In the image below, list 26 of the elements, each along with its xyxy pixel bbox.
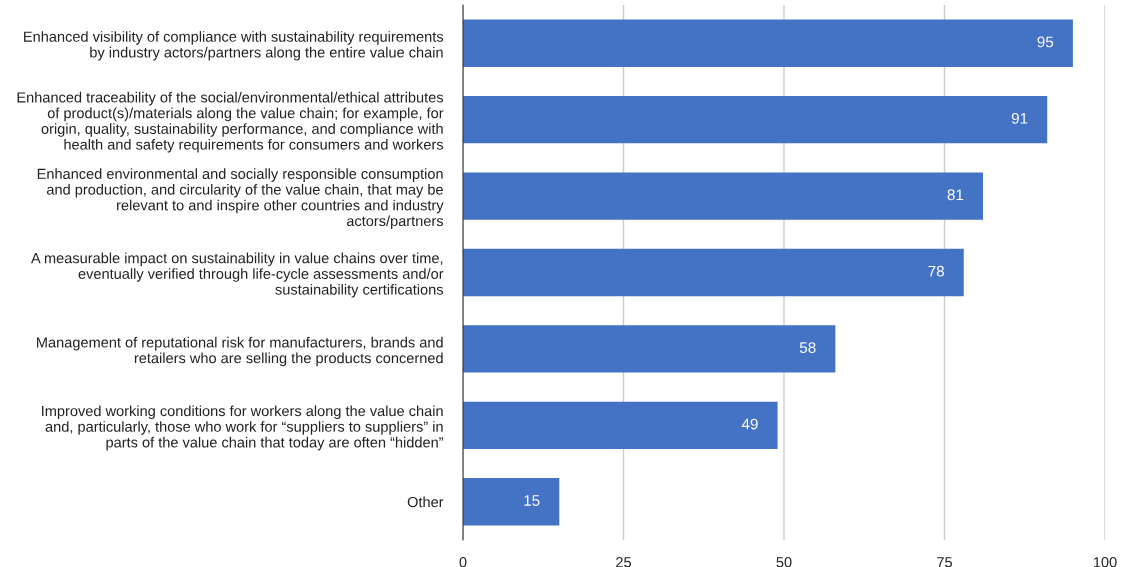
x-tick-label: 25: [616, 557, 631, 567]
data-label: 81: [947, 189, 964, 201]
bar: [463, 95, 1048, 144]
x-tick-label: 50: [776, 557, 792, 567]
bar: [463, 19, 1073, 67]
y-tick-label: Enhanced traceability of the social/environmental/ethical attributes of product(s)/materials along the value chain; for example, for origin, quality, sustainability performance, and compliance with health and safety requirements for consumers and workers: [17, 91, 444, 153]
data-label: 58: [799, 342, 816, 354]
y-tick-label: A measurable impact on sustainability in value chains over time, eventually verified through life-cycle assessments and/or sustainability certifications: [31, 252, 444, 298]
data-label: 78: [928, 265, 944, 277]
y-tick-label: Management of reputational risk for manufacturers, brands and retailers who are selling the products concerned: [37, 336, 443, 367]
y-tick-label: Improved working conditions for workers along the value chain and, particularly, those who work for “suppliers to suppliers” in parts of the value chain that today are often “hidden”: [42, 405, 444, 451]
x-tick-label: 75: [937, 557, 952, 567]
bar: [463, 248, 964, 297]
data-label: 49: [741, 418, 758, 430]
x-tick-label: 0: [459, 557, 467, 567]
bar: [463, 172, 984, 220]
y-tick-label: Enhanced environmental and socially responsible consumption and production, and circularity of the value chain, that may be relevant to and inspire other countries and industry actors/partners: [37, 168, 444, 229]
bar: [463, 401, 778, 450]
x-tick-label: 100: [1093, 557, 1117, 567]
bar: [463, 478, 560, 526]
data-label: 95: [1037, 36, 1054, 48]
data-label: 15: [524, 495, 540, 506]
bar: [463, 325, 836, 373]
y-tick-label: Enhanced visibility of compliance with sustainability requirements by industry actors/partners along the entire value chain: [24, 31, 444, 61]
y-tick-label: Other: [407, 496, 444, 508]
data-label: 91: [1011, 112, 1028, 124]
